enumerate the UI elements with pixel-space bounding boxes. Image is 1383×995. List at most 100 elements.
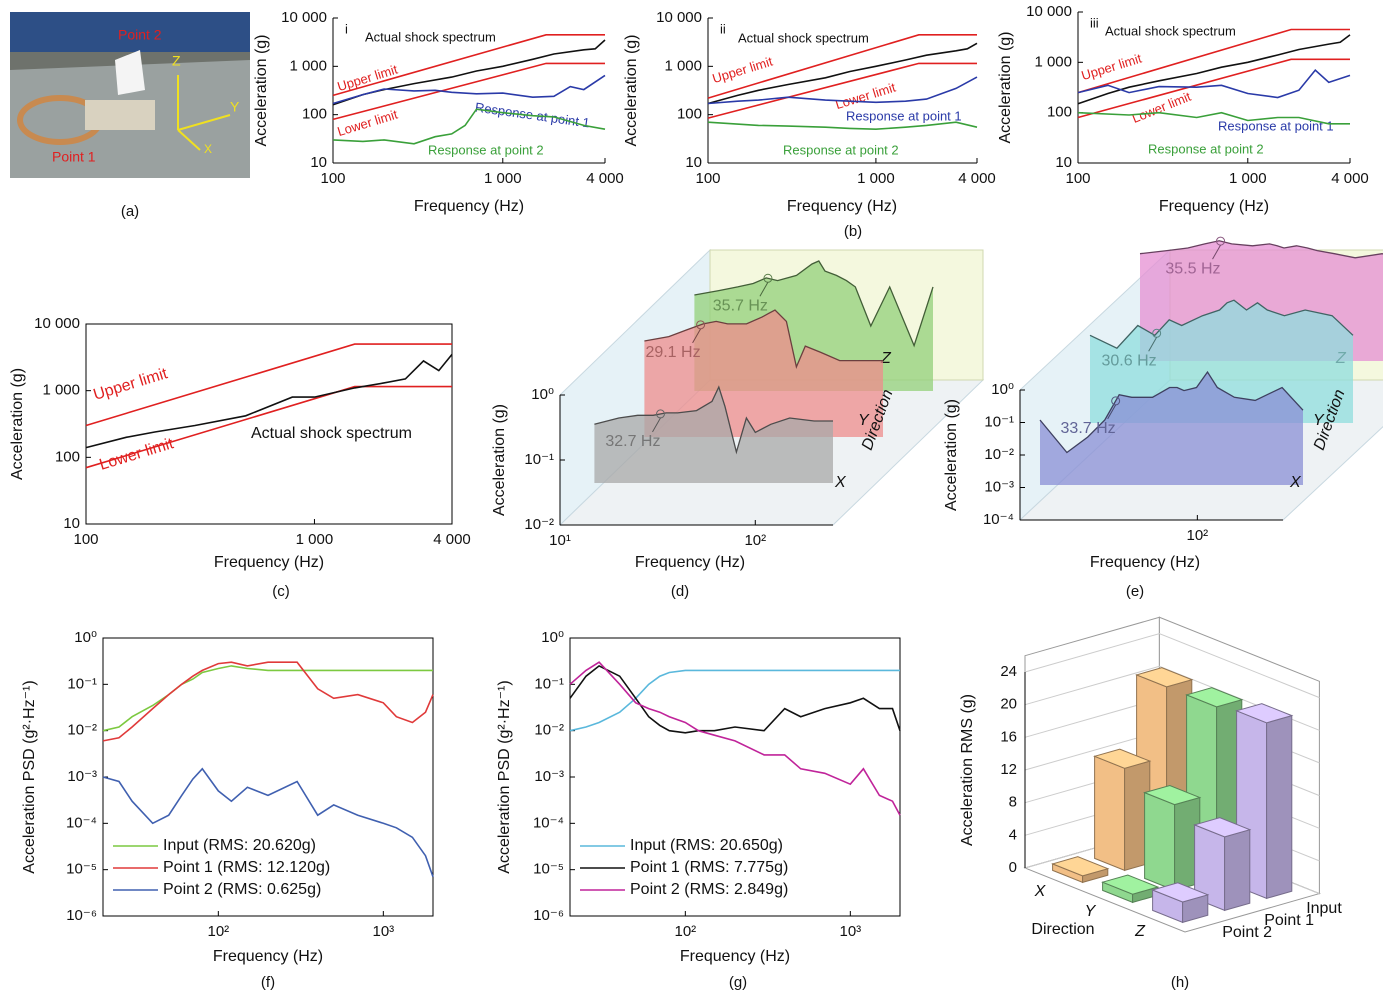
y-tick-label: 10 (63, 515, 80, 532)
series-line (85, 353, 453, 449)
bar-top (1185, 687, 1244, 708)
y-tick-label: 10⁻⁶ (66, 907, 97, 924)
y-tick-label: 100 (55, 448, 80, 465)
x-tick-label: 10¹ (549, 532, 571, 549)
y-tick-label: 10⁻⁵ (533, 861, 564, 878)
x-axis-title: Frequency (Hz) (1090, 554, 1200, 571)
peak-label: 30.6 Hz (1102, 353, 1157, 370)
x-axis-title: Frequency (Hz) (214, 554, 324, 571)
y-tick-label: 1 000 (664, 57, 702, 74)
bar (1093, 748, 1152, 872)
photo-card (115, 50, 145, 95)
peak-leader (692, 328, 702, 344)
depth-label: X (1289, 474, 1302, 491)
photo-panel (10, 12, 250, 52)
series-line (1089, 299, 1354, 349)
x-tick-label: 10³ (372, 923, 394, 940)
bar-side (1224, 829, 1251, 912)
panel-label: (c) (272, 583, 290, 600)
peak-label: 35.5 Hz (1165, 260, 1220, 277)
subtitle: ii (720, 21, 726, 36)
peak-leader (1212, 244, 1221, 260)
peak-leader (759, 282, 769, 297)
series-label: Response at point 1 (1218, 118, 1334, 133)
y-tick-label: 10 000 (34, 315, 80, 332)
series-line (102, 767, 434, 878)
x-tick-label: 4 000 (958, 170, 996, 187)
y-tick-label: 10⁻² (534, 722, 564, 739)
area-shade (594, 387, 833, 483)
series-line (332, 108, 606, 145)
x-axis-title: Frequency (Hz) (1159, 198, 1269, 215)
bar (1143, 784, 1202, 892)
x-axis-title: Direction (1031, 921, 1094, 938)
photo-axis (177, 129, 201, 151)
peak-label: 33.7 Hz (1061, 420, 1116, 437)
area-shade (644, 310, 883, 437)
x-tick-label: 1 000 (296, 531, 334, 548)
y-tick-label: 10 000 (656, 9, 702, 26)
series-line (1077, 34, 1351, 105)
panel-label: (f) (261, 974, 275, 991)
y-tick-label: 0 (1009, 859, 1017, 876)
series-label: Point 1 (1264, 912, 1314, 929)
y-tick-label: 10 (1055, 154, 1072, 171)
y-tick-label: 100 (302, 106, 327, 123)
x-tick-label: 4 000 (433, 531, 471, 548)
y-tick-label: 10⁻¹ (984, 413, 1014, 430)
photo-label: X (204, 142, 212, 156)
photo: Point 2 Point 1 Z Y X (10, 12, 250, 178)
series-label: Upper limit (1079, 51, 1143, 84)
photo-label: Point 1 (52, 149, 96, 165)
y-tick-label: 10 000 (1026, 3, 1072, 20)
bar-top (1093, 748, 1152, 769)
panel-label: (h) (1171, 974, 1189, 991)
y-tick-label: 4 (1009, 826, 1017, 843)
series-label: Lower limit (335, 107, 399, 140)
x-tick-label: 4 000 (1331, 170, 1369, 187)
panel-label: (d) (671, 583, 689, 600)
series-line (332, 74, 606, 105)
y-tick-label: 10⁻³ (984, 478, 1014, 495)
bar-top (1135, 667, 1194, 688)
legend-label: Point 2 (RMS: 2.849g) (630, 881, 788, 898)
legend-label: Input (RMS: 20.620g) (163, 837, 316, 854)
depth-label: Y (1313, 412, 1325, 429)
series-line (1139, 240, 1383, 259)
series-line (707, 62, 977, 119)
series-label: Actual shock spectrum (365, 29, 496, 44)
bar (1051, 856, 1110, 884)
y-tick-label: 10⁻¹ (67, 675, 97, 692)
y-tick-label: 1 000 (289, 57, 327, 74)
x-axis-title: Frequency (Hz) (213, 948, 323, 965)
y-tick-label: 20 (1000, 696, 1017, 713)
series-line (707, 76, 978, 105)
category-label: Z (1134, 923, 1146, 940)
y-tick-label: 24 (1000, 663, 1017, 680)
peak-leader (652, 417, 661, 433)
y-tick-label: 100 (677, 106, 702, 123)
series-line (1077, 111, 1350, 125)
peak-label: 29.1 Hz (645, 344, 700, 361)
bar-top (1235, 703, 1294, 724)
series-line (569, 664, 901, 734)
series-line (569, 669, 900, 732)
y-axis-title: Acceleration (g) (9, 368, 26, 480)
photo-label: Z (172, 53, 181, 69)
subtitle: i (345, 21, 348, 36)
y-axis-title: Acceleration (g) (253, 34, 270, 146)
series-line (332, 62, 605, 121)
bar-top (1193, 817, 1252, 838)
series-line (102, 661, 434, 742)
x-tick-label: 10² (674, 923, 696, 940)
series-label: Actual shock spectrum (738, 30, 869, 45)
bar-top (1101, 874, 1160, 895)
x-tick-label: 1 000 (857, 170, 895, 187)
panel-label: (e) (1126, 583, 1144, 600)
series-line (102, 665, 433, 732)
peak-label: 32.7 Hz (605, 433, 660, 450)
y-tick-label: 10⁻² (984, 446, 1014, 463)
series-label: Upper limit (91, 365, 170, 404)
x-axis-title: Frequency (Hz) (680, 948, 790, 965)
